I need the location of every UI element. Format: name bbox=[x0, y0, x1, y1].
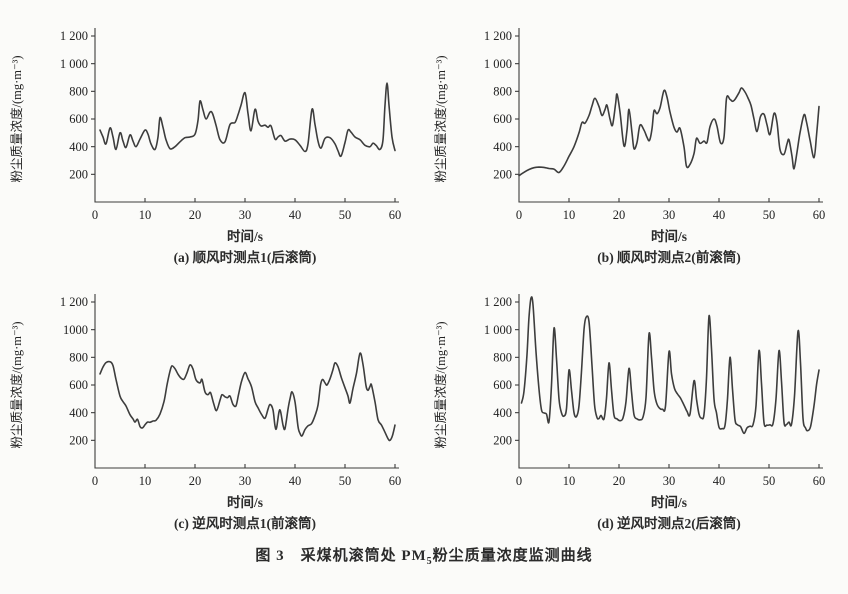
y-tick-label: 1 000 bbox=[484, 323, 512, 337]
chart-c-plot: 200 400 600 800 1000 1 200 0 10 20 30 40 50 60 粉尘质量浓度… bbox=[9, 294, 402, 488]
axes-frame bbox=[518, 294, 823, 469]
y-tick-label: 400 bbox=[493, 140, 512, 154]
y-tick-label: 800 bbox=[493, 351, 512, 365]
chart-c-x-axis-title: 时间/s bbox=[226, 495, 263, 510]
chart-d-plot: 200 400 600 800 1 000 1 200 0 10 20 30 40 50 60 粉尘质量浓… bbox=[433, 294, 826, 488]
chart-cell-c: 200 400 600 800 1000 1 200 0 10 20 30 40 50 60 粉尘质量浓度… bbox=[0, 270, 424, 532]
x-tick-label: 40 bbox=[289, 208, 302, 222]
y-tick-label: 600 bbox=[69, 378, 88, 392]
chart-grid: 200 400 600 800 1 000 1 200 0 10 20 30 40 50 60 粉尘质量浓… bbox=[0, 4, 848, 532]
series-line bbox=[99, 82, 396, 158]
axes-frame bbox=[94, 28, 399, 203]
series-line bbox=[520, 296, 820, 435]
y-tick-label: 200 bbox=[493, 434, 512, 448]
x-tick-label: 30 bbox=[239, 208, 252, 222]
x-tick-label: 0 bbox=[92, 474, 98, 488]
x-tick-label: 40 bbox=[713, 208, 726, 222]
chart-b-subtitle: (b) 顺风时测点2(前滚筒) bbox=[597, 250, 741, 265]
chart-d-subtitle: (d) 逆风时测点2(后滚筒) bbox=[597, 516, 741, 531]
x-tick-label: 60 bbox=[813, 474, 826, 488]
x-tick-label: 10 bbox=[563, 474, 576, 488]
y-tick-label: 800 bbox=[69, 351, 88, 365]
y-tick-label: 1 000 bbox=[484, 57, 512, 71]
chart-cell-b: 200 400 600 800 1 000 1 200 0 10 20 30 40 50 60 粉尘质量浓… bbox=[424, 4, 848, 266]
chart-d-x-axis-title: 时间/s bbox=[650, 495, 687, 510]
y-axis-title: 粉尘质量浓度/(mg·m⁻³) bbox=[9, 321, 24, 448]
y-tick-label: 1000 bbox=[63, 323, 88, 337]
chart-b-plot: 200 400 600 800 1 000 1 200 0 10 20 30 40 50 60 粉尘质量浓… bbox=[433, 28, 826, 222]
chart-a-subtitle: (a) 顺风时测点1(后滚筒) bbox=[173, 250, 317, 265]
x-tick-label: 30 bbox=[663, 474, 676, 488]
axes-frame bbox=[518, 28, 823, 203]
x-tick-label: 60 bbox=[813, 208, 826, 222]
x-tick-label: 50 bbox=[339, 474, 352, 488]
x-tick-label: 60 bbox=[389, 208, 402, 222]
y-tick-label: 600 bbox=[493, 378, 512, 392]
y-tick-label: 200 bbox=[69, 168, 88, 182]
y-axis-title: 粉尘质量浓度/(mg·m⁻³) bbox=[433, 321, 448, 448]
figure-caption: 图 3 采煤机滚筒处 PM5粉尘质量浓度监测曲线 bbox=[0, 544, 848, 567]
y-axis-title: 粉尘质量浓度/(mg·m⁻³) bbox=[9, 55, 24, 182]
x-tick-label: 50 bbox=[763, 474, 776, 488]
y-tick-label: 400 bbox=[69, 406, 88, 420]
y-tick-label: 1 200 bbox=[484, 295, 512, 309]
y-axis-title: 粉尘质量浓度/(mg·m⁻³) bbox=[433, 55, 448, 182]
y-tick-label: 1 200 bbox=[60, 29, 88, 43]
chart-cell-d: 200 400 600 800 1 000 1 200 0 10 20 30 40 50 60 粉尘质量浓… bbox=[424, 270, 848, 532]
figure-caption-subscript: 5 bbox=[426, 556, 433, 567]
chart-cell-a: 200 400 600 800 1 000 1 200 0 10 20 30 40 50 60 粉尘质量浓… bbox=[0, 4, 424, 266]
y-tick-label: 200 bbox=[69, 434, 88, 448]
y-tick-label: 600 bbox=[493, 112, 512, 126]
x-tick-label: 30 bbox=[239, 474, 252, 488]
figure-3: 200 400 600 800 1 000 1 200 0 10 20 30 40 50 60 粉尘质量浓… bbox=[0, 4, 848, 567]
chart-a-plot: 200 400 600 800 1 000 1 200 0 10 20 30 40 50 60 粉尘质量浓… bbox=[9, 28, 402, 222]
x-tick-label: 50 bbox=[339, 208, 352, 222]
x-tick-label: 20 bbox=[613, 474, 626, 488]
y-tick-label: 1 200 bbox=[60, 295, 88, 309]
axes-frame bbox=[94, 294, 399, 469]
x-tick-label: 40 bbox=[289, 474, 302, 488]
x-tick-label: 10 bbox=[139, 474, 152, 488]
chart-b-x-axis-title: 时间/s bbox=[650, 229, 687, 244]
x-tick-label: 30 bbox=[663, 208, 676, 222]
y-tick-label: 600 bbox=[69, 112, 88, 126]
x-tick-label: 10 bbox=[563, 208, 576, 222]
y-tick-label: 400 bbox=[493, 406, 512, 420]
x-tick-label: 0 bbox=[92, 208, 98, 222]
series-line bbox=[99, 352, 396, 442]
y-tick-label: 400 bbox=[69, 140, 88, 154]
x-tick-label: 50 bbox=[763, 208, 776, 222]
x-tick-label: 20 bbox=[189, 474, 202, 488]
figure-caption-text-post: 粉尘质量浓度监测曲线 bbox=[432, 548, 593, 564]
x-tick-label: 20 bbox=[613, 208, 626, 222]
y-tick-label: 1 200 bbox=[484, 29, 512, 43]
y-tick-label: 1 000 bbox=[60, 57, 88, 71]
x-tick-label: 20 bbox=[189, 208, 202, 222]
x-tick-label: 0 bbox=[516, 474, 522, 488]
series-line bbox=[518, 87, 820, 177]
x-tick-label: 40 bbox=[713, 474, 726, 488]
x-tick-label: 60 bbox=[389, 474, 402, 488]
y-tick-label: 200 bbox=[493, 168, 512, 182]
figure-caption-text-pre: 采煤机滚筒处 PM bbox=[300, 548, 427, 564]
y-tick-label: 800 bbox=[69, 85, 88, 99]
x-tick-label: 10 bbox=[139, 208, 152, 222]
y-tick-label: 800 bbox=[493, 85, 512, 99]
chart-c-subtitle: (c) 逆风时测点1(前滚筒) bbox=[173, 516, 317, 531]
chart-a-x-axis-title: 时间/s bbox=[226, 229, 263, 244]
figure-caption-number: 图 3 bbox=[255, 548, 285, 564]
x-tick-label: 0 bbox=[516, 208, 522, 222]
